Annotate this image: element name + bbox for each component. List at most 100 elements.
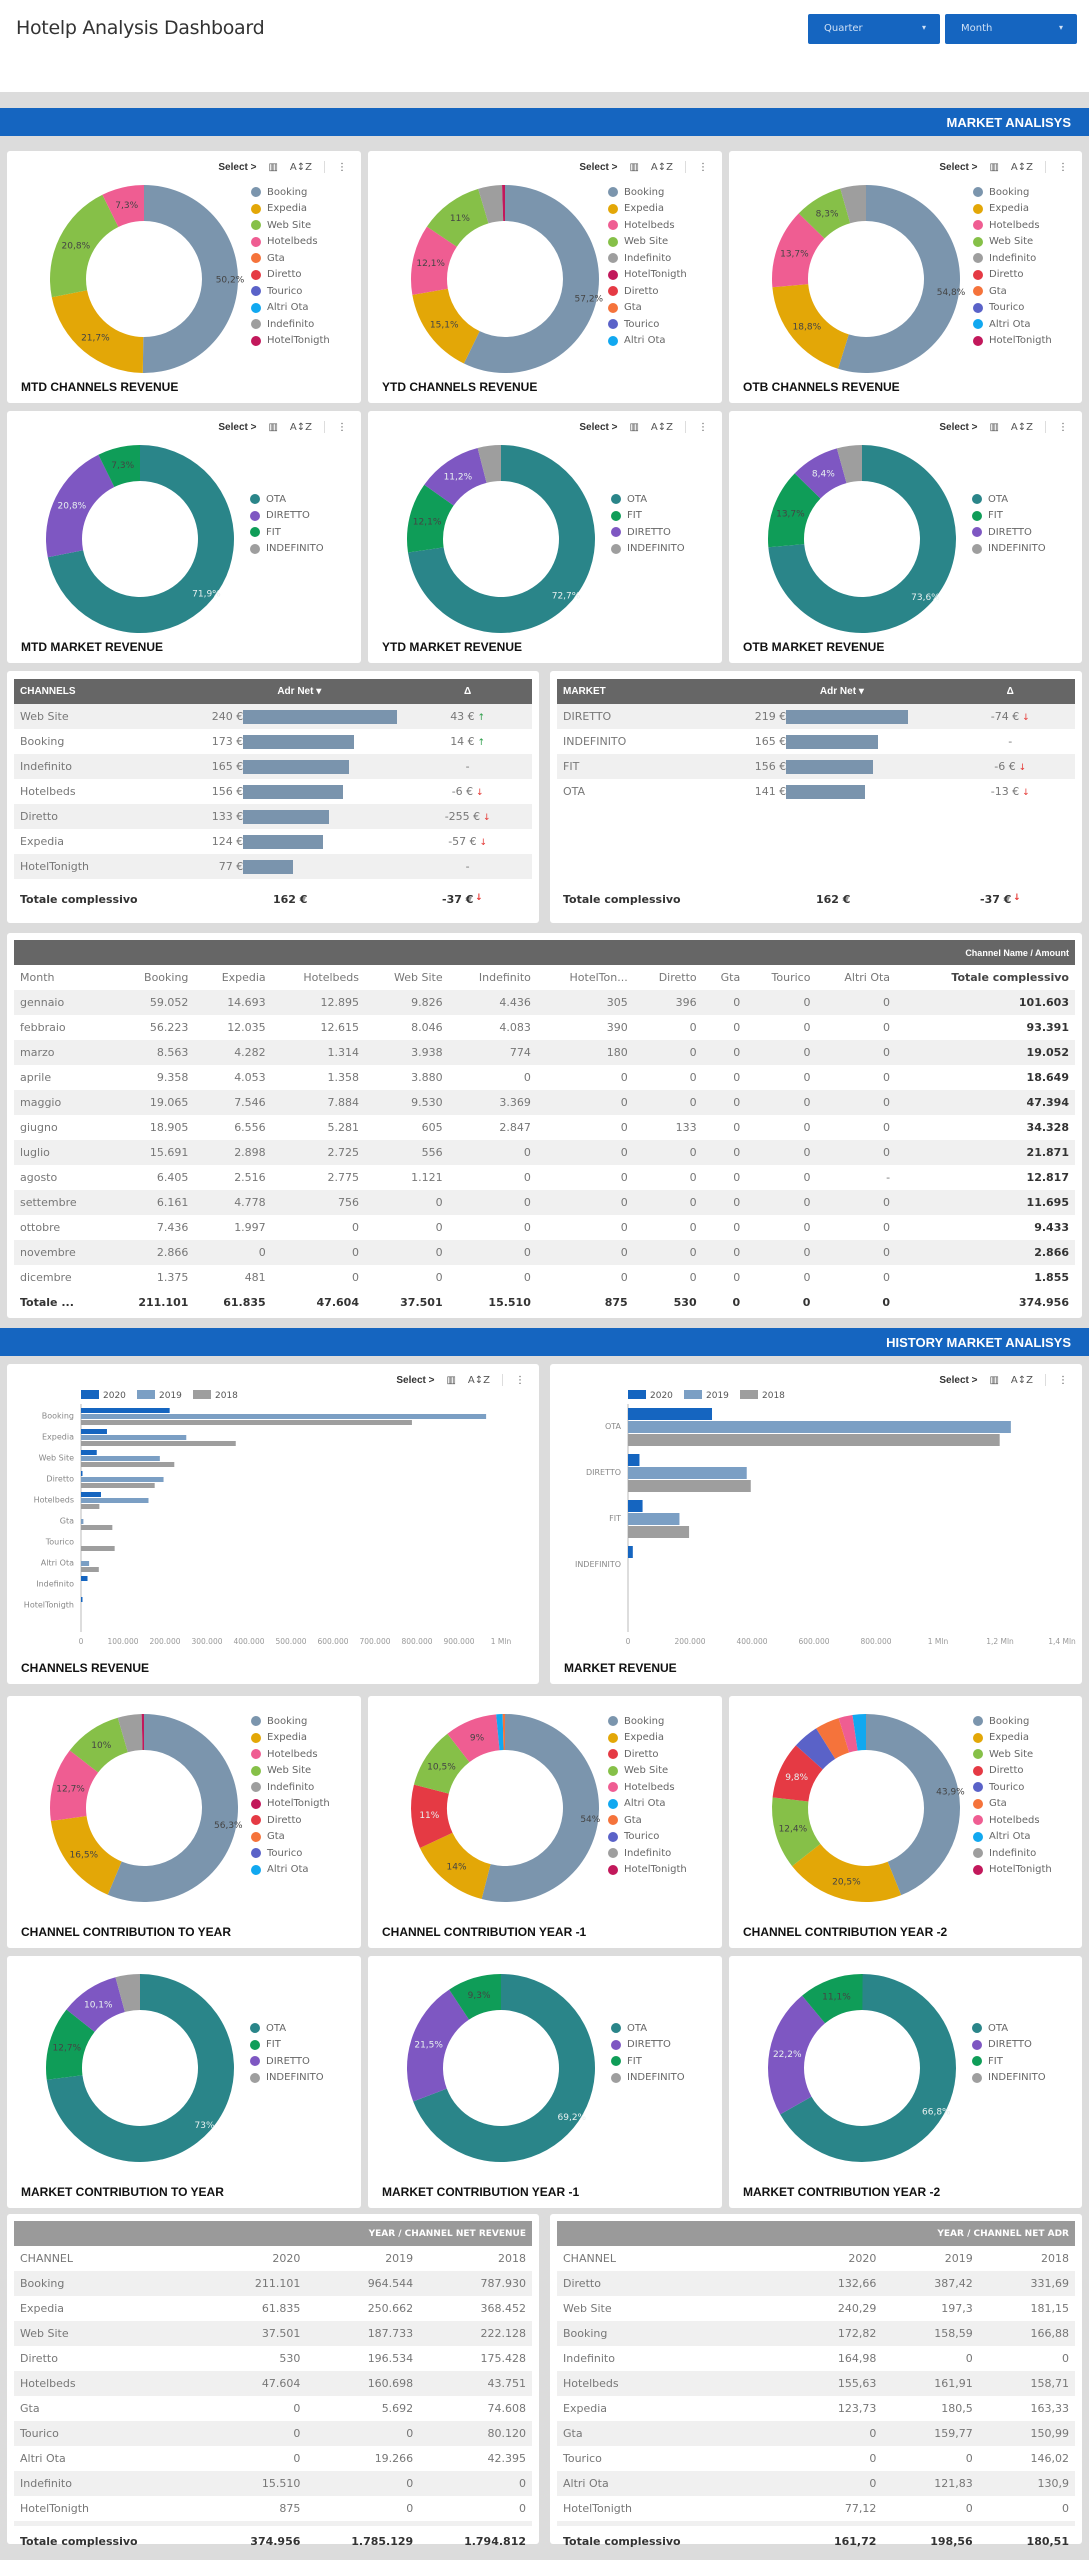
- donut-slice-expedia[interactable]: [419, 1832, 491, 1900]
- legend-item[interactable]: Web Site: [251, 217, 330, 234]
- donut-slice-web-site[interactable]: [772, 1797, 821, 1867]
- table-row[interactable]: Web Site 240,29 197,3 181,15: [557, 2296, 1075, 2321]
- legend-item[interactable]: Diretto: [251, 1812, 330, 1829]
- bar-2020-booking[interactable]: [81, 1408, 170, 1413]
- donut-slice-expedia[interactable]: [412, 288, 480, 364]
- chart-settings-icon[interactable]: ▥: [989, 1374, 999, 1386]
- table-row[interactable]: aprile 9.358 4.053 1.358 3.880 0 0 0 0 0 0 18.649: [14, 1065, 1075, 1090]
- legend-item[interactable]: INDEFINITO: [250, 2070, 324, 2087]
- table-row[interactable]: luglio 15.691 2.898 2.725 556 0 0 0 0 0 0 21.871: [14, 1140, 1075, 1165]
- table-row[interactable]: Indefinito 15.510 0 0: [14, 2471, 532, 2496]
- bar-2020-web-site[interactable]: [81, 1450, 97, 1455]
- column-header[interactable]: Totale complessivo: [951, 971, 1069, 984]
- legend-item[interactable]: Gta: [973, 283, 1052, 300]
- legend-item[interactable]: OTA: [972, 491, 1046, 508]
- donut-slice-indefinito[interactable]: [840, 185, 866, 224]
- legend-item[interactable]: Expedia: [608, 1730, 687, 1747]
- legend-item[interactable]: Tourico: [251, 1845, 330, 1862]
- table-row[interactable]: agosto 6.405 2.516 2.775 1.121 0 0 0 0 0 -12.817: [14, 1165, 1075, 1190]
- donut-slice-fit[interactable]: [407, 484, 454, 553]
- donut-slice-booking[interactable]: [107, 1714, 239, 1902]
- bar-2018-gta[interactable]: [81, 1525, 113, 1530]
- legend-item[interactable]: HotelTonigth: [973, 333, 1052, 350]
- legend-item[interactable]: HotelTonigth: [973, 1862, 1052, 1879]
- more-vertical-icon[interactable]: ⋮: [698, 421, 708, 433]
- donut-slice-web-site[interactable]: [798, 188, 851, 239]
- chart-settings-icon[interactable]: ▥: [629, 161, 639, 173]
- select-drilldown-button[interactable]: Select >: [939, 161, 978, 173]
- select-drilldown-button[interactable]: Select >: [939, 1374, 978, 1386]
- legend-item[interactable]: Tourico: [251, 283, 330, 300]
- donut-slice-hoteltonigth[interactable]: [141, 1714, 144, 1751]
- legend-item[interactable]: HotelTonigth: [251, 1796, 330, 1813]
- table-row[interactable]: Diretto 133 € -255 € ↓: [14, 804, 532, 829]
- donut-slice-diretto[interactable]: [424, 447, 487, 506]
- donut-slice-fit[interactable]: [768, 473, 821, 548]
- bar-2018-tourico[interactable]: [81, 1546, 115, 1551]
- column-header[interactable]: Expedia: [221, 971, 266, 984]
- legend-item[interactable]: Booking: [973, 1713, 1052, 1730]
- bar-2019-diretto[interactable]: [628, 1467, 747, 1479]
- table-row[interactable]: Diretto 132,66 387,42 331,69: [557, 2271, 1075, 2296]
- legend-item[interactable]: INDEFINITO: [611, 2070, 685, 2087]
- table-row[interactable]: INDEFINITO 165 € -: [557, 729, 1075, 754]
- donut-slice-diretto[interactable]: [794, 448, 847, 499]
- legend-item[interactable]: Diretto: [608, 1746, 687, 1763]
- sort-az-icon[interactable]: A↕Z: [1010, 161, 1033, 173]
- legend-item[interactable]: Web Site: [973, 234, 1052, 251]
- donut-slice-indefinito[interactable]: [117, 1714, 143, 1753]
- column-header[interactable]: Tourico: [771, 971, 811, 984]
- bar-2018-altri-ota[interactable]: [81, 1567, 99, 1572]
- table-row[interactable]: Gta 0 159,77 150,99: [557, 2421, 1075, 2446]
- legend-item[interactable]: Hotelbeds: [608, 1779, 687, 1796]
- table-row[interactable]: FIT 156 € -6 € ↓: [557, 754, 1075, 779]
- column-header[interactable]: Booking: [144, 971, 189, 984]
- donut-slice-ota[interactable]: [407, 445, 595, 633]
- table-row[interactable]: giugno 18.905 6.556 5.281 605 2.847 0 133 0 0 0 34.…: [14, 1115, 1075, 1140]
- table-row[interactable]: Tourico 0 0 80.120: [14, 2421, 532, 2446]
- donut-slice-diretto[interactable]: [768, 1995, 826, 2115]
- donut-slice-booking[interactable]: [142, 185, 239, 373]
- legend-item[interactable]: FIT: [250, 524, 324, 541]
- legend-item[interactable]: Booking: [608, 1713, 687, 1730]
- legend-item[interactable]: Expedia: [608, 201, 687, 218]
- legend-item[interactable]: Booking: [973, 184, 1052, 201]
- donut-slice-fit[interactable]: [802, 1974, 863, 2024]
- legend-item[interactable]: Gta: [251, 250, 330, 267]
- bar-2019-expedia[interactable]: [81, 1435, 187, 1440]
- legend-item[interactable]: Diretto: [251, 267, 330, 284]
- bar-2019-gta[interactable]: [81, 1519, 84, 1524]
- column-header[interactable]: 2018: [1041, 2252, 1069, 2265]
- legend-item[interactable]: Indefinito: [251, 316, 330, 333]
- table-row[interactable]: Tourico 0 0 146,02: [557, 2446, 1075, 2471]
- legend-item[interactable]: Expedia: [251, 1730, 330, 1747]
- table-row[interactable]: maggio 19.065 7.546 7.884 9.530 3.369 0 0 0 0 0 47.…: [14, 1090, 1075, 1115]
- sort-az-icon[interactable]: A↕Z: [1010, 1374, 1033, 1386]
- more-vertical-icon[interactable]: ⋮: [337, 421, 347, 433]
- legend-item[interactable]: Booking: [608, 184, 687, 201]
- donut-slice-diretto[interactable]: [46, 454, 115, 558]
- legend-item[interactable]: HotelTonigth: [608, 267, 687, 284]
- legend-item[interactable]: DIRETTO: [972, 524, 1046, 541]
- legend-item[interactable]: DIRETTO: [611, 2037, 685, 2054]
- donut-slice-hotelbeds[interactable]: [411, 226, 457, 295]
- column-header[interactable]: 2020: [272, 2252, 301, 2265]
- donut-slice-gta[interactable]: [502, 1714, 505, 1751]
- legend-item[interactable]: Hotelbeds: [608, 217, 687, 234]
- donut-slice-hotelbeds[interactable]: [447, 1714, 500, 1763]
- column-header[interactable]: 2018: [498, 2252, 526, 2265]
- legend-item[interactable]: Tourico: [608, 316, 687, 333]
- sort-az-icon[interactable]: A↕Z: [650, 161, 673, 173]
- bar-2020-indefinito[interactable]: [81, 1576, 88, 1581]
- table-row[interactable]: novembre 2.866 0 0 0 0 0 0 0 0 0 2.866: [14, 1240, 1075, 1265]
- legend-item[interactable]: Altri Ota: [608, 333, 687, 350]
- table-row[interactable]: HotelTonigth 77,12 0 0: [557, 2496, 1075, 2521]
- table-row[interactable]: Hotelbeds 155,63 161,91 158,71: [557, 2371, 1075, 2396]
- legend-item[interactable]: Diretto: [608, 283, 687, 300]
- month-filter-dropdown[interactable]: Month ▾: [945, 14, 1077, 44]
- chart-settings-icon[interactable]: ▥: [629, 421, 639, 433]
- more-vertical-icon[interactable]: ⋮: [1058, 1374, 1068, 1386]
- donut-slice-web-site[interactable]: [426, 188, 489, 247]
- sort-az-icon[interactable]: A↕Z: [289, 421, 312, 433]
- bar-2019-booking[interactable]: [81, 1414, 487, 1419]
